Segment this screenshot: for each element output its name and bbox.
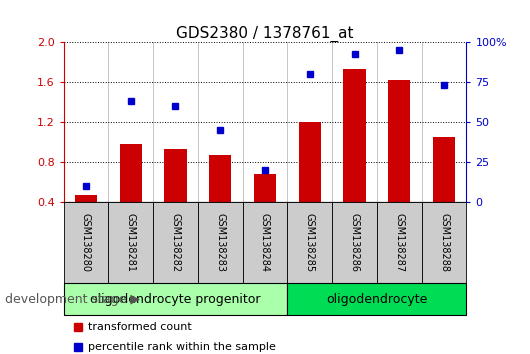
- Text: GSM138285: GSM138285: [305, 213, 315, 272]
- Text: GSM138281: GSM138281: [126, 213, 136, 272]
- Text: GSM138283: GSM138283: [215, 213, 225, 272]
- Bar: [298, 122, 321, 202]
- Bar: [164, 149, 187, 202]
- Text: GSM138282: GSM138282: [171, 213, 181, 272]
- Bar: [64, 283, 287, 315]
- Bar: [377, 202, 422, 283]
- Bar: [343, 69, 366, 202]
- Bar: [198, 202, 243, 283]
- Bar: [75, 195, 97, 202]
- Text: oligodendrocyte progenitor: oligodendrocyte progenitor: [90, 293, 261, 306]
- Bar: [254, 174, 276, 202]
- Text: GSM138286: GSM138286: [349, 213, 359, 272]
- Text: oligodendrocyte: oligodendrocyte: [326, 293, 428, 306]
- Bar: [287, 283, 466, 315]
- Text: percentile rank within the sample: percentile rank within the sample: [88, 342, 276, 352]
- Bar: [433, 137, 455, 202]
- Bar: [243, 202, 287, 283]
- Bar: [64, 202, 108, 283]
- Title: GDS2380 / 1378761_at: GDS2380 / 1378761_at: [176, 26, 354, 42]
- Bar: [388, 80, 410, 202]
- Bar: [332, 202, 377, 283]
- Bar: [120, 144, 142, 202]
- Text: GSM138287: GSM138287: [394, 213, 404, 272]
- Text: development stage ▶: development stage ▶: [5, 293, 140, 306]
- Text: transformed count: transformed count: [88, 322, 191, 332]
- Text: GSM138280: GSM138280: [81, 213, 91, 272]
- Bar: [287, 202, 332, 283]
- Bar: [422, 202, 466, 283]
- Bar: [108, 202, 153, 283]
- Bar: [209, 155, 232, 202]
- Text: GSM138284: GSM138284: [260, 213, 270, 272]
- Text: GSM138288: GSM138288: [439, 213, 449, 272]
- Bar: [153, 202, 198, 283]
